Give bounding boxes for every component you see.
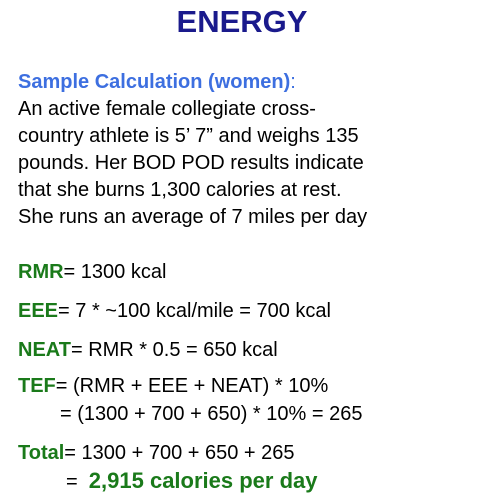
intro-line: that she burns 1,300 calories at rest. xyxy=(18,179,342,201)
page-title: ENERGY xyxy=(176,4,308,39)
total-line: Total= 1300 + 700 + 650 + 265 xyxy=(18,440,295,466)
eee-text: = 7 * ~100 kcal/mile = 700 kcal xyxy=(58,300,331,322)
intro-line: An active female collegiate cross- xyxy=(18,98,316,120)
rmr-label: RMR xyxy=(18,261,64,283)
intro-paragraph: Sample Calculation (women): An active fe… xyxy=(18,69,478,231)
eee-line: EEE= 7 * ~100 kcal/mile = 700 kcal xyxy=(18,298,331,324)
total-result: 2,915 calories per day xyxy=(88,468,318,493)
total-text: = 1300 + 700 + 650 + 265 xyxy=(64,442,295,464)
neat-line: NEAT= RMR * 0.5 = 650 kcal xyxy=(18,337,278,363)
tef-line-2: = (1300 + 700 + 650) * 10% = 265 xyxy=(60,403,363,425)
rmr-line: RMR= 1300 kcal xyxy=(18,259,166,285)
intro-line: country athlete is 5’ 7” and weighs 135 xyxy=(18,125,359,147)
subhead-colon: : xyxy=(290,71,296,93)
intro-line: pounds. Her BOD POD results indicate xyxy=(18,152,364,174)
total-eq: = xyxy=(66,471,89,493)
subhead: Sample Calculation (women) xyxy=(18,71,291,93)
rmr-text: = 1300 kcal xyxy=(63,261,167,283)
neat-text: = RMR * 0.5 = 650 kcal xyxy=(70,339,278,361)
tef-text: = (RMR + EEE + NEAT) * 10% xyxy=(55,375,329,397)
total-line-2: = 2,915 calories per day xyxy=(66,468,318,495)
total-label: Total xyxy=(18,442,65,464)
tef-line: TEF= (RMR + EEE + NEAT) * 10% xyxy=(18,373,328,399)
eee-label: EEE xyxy=(18,300,59,322)
intro-line: She runs an average of 7 miles per day xyxy=(18,206,368,228)
neat-label: NEAT xyxy=(18,339,71,361)
tef-label: TEF xyxy=(18,375,56,397)
